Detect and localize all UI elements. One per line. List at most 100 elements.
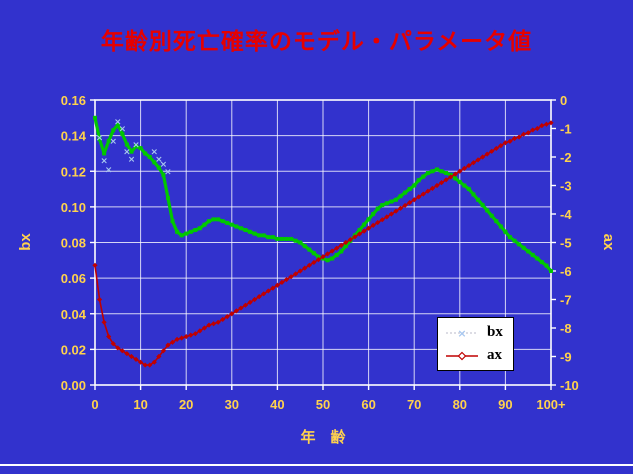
series-bx-marker: [106, 138, 111, 143]
series-bx-marker: [147, 155, 152, 159]
series-bx-marker: [152, 160, 157, 165]
series-ax-marker: [452, 171, 458, 177]
series-bx-marker: [439, 169, 444, 174]
y-left-tick-label: 0.12: [61, 164, 86, 179]
series-bx-marker: [444, 171, 449, 176]
series-ax-marker: [224, 314, 230, 320]
series-bx-x-marker: ×: [160, 160, 168, 170]
series-ax-marker: [416, 194, 422, 200]
series-bx-marker: [143, 151, 148, 156]
series-ax-marker: [119, 348, 125, 354]
series-bx-marker: [535, 256, 540, 261]
series-bx-marker: [97, 137, 102, 142]
series-bx-x-marker: ×: [105, 165, 113, 175]
series-ax-marker: [489, 148, 495, 154]
series-bx-marker: [293, 238, 298, 243]
series-ax-marker: [252, 296, 258, 303]
x-axis-tick-label: 40: [270, 397, 284, 412]
y-right-tick-label: -9: [560, 350, 572, 365]
series-bx-marker: [549, 269, 553, 273]
series-ax-marker: [197, 328, 203, 334]
series-bx-marker: [289, 236, 294, 241]
series-ax-marker: [142, 362, 148, 368]
series-bx-marker: [457, 179, 462, 184]
series-ax-marker: [229, 311, 235, 317]
series-bx-marker: [93, 115, 97, 120]
series-ax-marker: [484, 151, 490, 157]
legend: × bx ax: [437, 317, 514, 371]
series-ax-marker: [470, 160, 477, 166]
y-left-tick-label: 0.08: [61, 236, 86, 251]
series-ax-marker: [448, 174, 454, 180]
series-ax-marker: [138, 359, 144, 365]
y-right-tick-label: -2: [560, 150, 572, 165]
series-bx-marker: [175, 229, 180, 234]
series-bx-marker: [462, 183, 467, 188]
series-bx-marker: [120, 131, 125, 136]
series-ax-marker: [101, 319, 107, 325]
series-ax-marker: [366, 225, 372, 231]
series-bx-marker: [435, 167, 439, 172]
series-ax-marker: [233, 308, 239, 314]
series-ax-marker: [165, 342, 171, 348]
series-ax-marker: [530, 127, 536, 133]
series-bx-marker: [238, 226, 243, 231]
x-axis-tick-label: 80: [453, 397, 467, 412]
series-bx-marker: [476, 197, 481, 202]
series-bx-marker: [252, 231, 257, 236]
series-bx-marker: [188, 229, 193, 234]
series-bx-marker: [398, 194, 403, 199]
series-bx-marker: [498, 224, 503, 229]
series-ax-marker: [393, 208, 399, 214]
series-bx-marker: [261, 233, 266, 238]
x-axis-tick-label: 100+: [536, 397, 566, 412]
series-bx-marker: [530, 252, 535, 257]
series-ax-marker: [315, 257, 322, 263]
series-bx-marker: [325, 258, 330, 263]
series-bx-marker: [425, 171, 430, 176]
y-left-tick-label: 0.10: [61, 200, 86, 215]
series-ax-marker: [370, 222, 376, 228]
series-bx-marker: [489, 213, 494, 218]
series-bx-marker: [266, 235, 271, 240]
series-ax-marker: [466, 162, 472, 169]
series-bx-marker: [284, 236, 289, 241]
series-ax-marker: [461, 165, 467, 171]
series-ax-marker: [151, 359, 157, 365]
series-ax-marker: [329, 248, 335, 254]
series-ax-marker: [525, 130, 531, 136]
series-bx-marker: [179, 233, 184, 238]
series-bx-marker: [184, 231, 189, 236]
series-bx-marker: [225, 220, 230, 225]
series-ax-marker: [283, 276, 290, 283]
series-ax-marker: [379, 217, 385, 223]
series-bx-marker: [115, 122, 120, 127]
series-bx-marker: [193, 228, 198, 233]
svg-text:×: ×: [457, 327, 466, 340]
series-ax-marker: [375, 219, 381, 226]
series-bx-marker: [421, 174, 426, 179]
y-left-tick-label: 0.02: [61, 342, 86, 357]
series-bx-marker: [243, 228, 248, 233]
y-right-tick-label: -6: [560, 264, 572, 279]
series-bx-marker: [257, 233, 262, 238]
series-ax-marker: [174, 336, 180, 342]
x-axis-tick-label: 70: [407, 397, 421, 412]
y-right-tick-label: -10: [560, 378, 579, 393]
series-ax-marker: [160, 348, 166, 354]
series-ax-marker: [238, 305, 244, 311]
series-bx-marker: [316, 254, 321, 259]
legend-item-ax: ax: [444, 347, 503, 364]
series-bx-marker: [366, 217, 371, 222]
series-ax-marker: [320, 254, 326, 260]
series-bx-marker: [156, 165, 161, 170]
y-right-tick-label: 0: [560, 93, 567, 108]
y-left-tick-label: 0.04: [61, 307, 87, 322]
series-ax-marker: [242, 302, 249, 308]
series-bx-x-marker: ×: [155, 155, 163, 165]
x-axis-tick-label: 10: [133, 397, 147, 412]
series-bx-marker: [197, 226, 202, 231]
series-bx-marker: [216, 217, 221, 222]
